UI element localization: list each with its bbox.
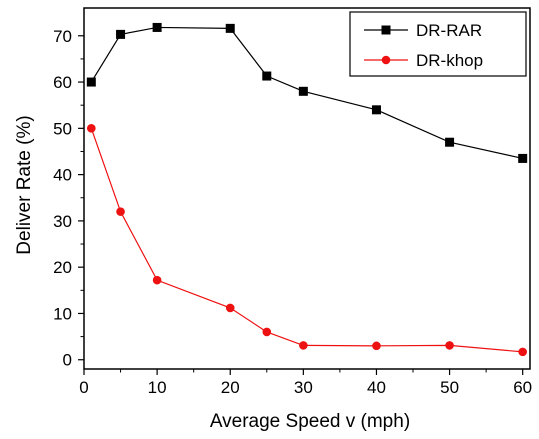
y-tick-label: 40: [53, 166, 72, 185]
y-axis-title: Deliver Rate (%): [14, 115, 35, 254]
plot-area-frame: [83, 7, 531, 370]
x-tick-label: 40: [367, 378, 386, 397]
data-point-dr-khop: [372, 341, 381, 351]
series-line-dr-khop: [90, 128, 523, 353]
data-point-dr-khop: [87, 124, 96, 133]
data-point-dr-rar: [298, 86, 308, 96]
legend-item-dr-khop: DR-khop: [364, 51, 483, 70]
data-point-dr-khop: [299, 341, 308, 350]
data-point-dr-rar: [116, 29, 126, 39]
y-tick-label: 50: [53, 119, 72, 138]
x-axis: 0 10 20 30 40 50 60: [79, 369, 532, 397]
y-tick-label: 0: [63, 351, 72, 370]
data-point-dr-rar: [445, 137, 455, 147]
data-point-dr-rar: [86, 77, 96, 87]
data-point-dr-khop: [262, 327, 272, 337]
y-tick-label: 70: [53, 27, 72, 46]
data-point-dr-khop: [518, 347, 527, 357]
y-tick-label: 10: [53, 304, 72, 323]
x-tick-label: 0: [79, 378, 88, 397]
legend-marker-dr-rar: [381, 25, 391, 35]
series-layer: [86, 22, 528, 357]
data-point-dr-rar: [262, 71, 272, 81]
legend-label-dr-rar: DR-RAR: [416, 21, 482, 40]
data-point-dr-rar: [152, 22, 162, 32]
data-point-dr-khop: [445, 341, 454, 350]
data-point-dr-khop: [152, 275, 162, 285]
legend-marker-dr-khop: [381, 55, 391, 65]
data-point-dr-khop: [225, 303, 235, 313]
data-point-dr-rar: [518, 153, 528, 163]
y-tick-label: 30: [53, 212, 72, 231]
x-tick-label: 10: [148, 378, 167, 397]
x-tick-label: 60: [513, 378, 532, 397]
legend: DR-RAR DR-khop: [349, 11, 527, 77]
y-tick-label: 20: [53, 258, 72, 277]
legend-label-dr-khop: DR-khop: [416, 51, 483, 70]
x-tick-label: 30: [294, 378, 313, 397]
y-tick-label: 60: [53, 73, 72, 92]
x-tick-label: 20: [221, 378, 240, 397]
data-point-dr-khop: [116, 207, 125, 216]
legend-box: [349, 11, 527, 77]
x-axis-title: Average Speed v (mph): [210, 411, 410, 432]
x-tick-label: 50: [440, 378, 459, 397]
y-axis: 0 10 20 30 40 50 60 70: [53, 27, 84, 370]
legend-item-dr-rar: DR-RAR: [364, 21, 482, 40]
data-point-dr-rar: [371, 105, 381, 115]
data-point-dr-rar: [225, 23, 235, 33]
